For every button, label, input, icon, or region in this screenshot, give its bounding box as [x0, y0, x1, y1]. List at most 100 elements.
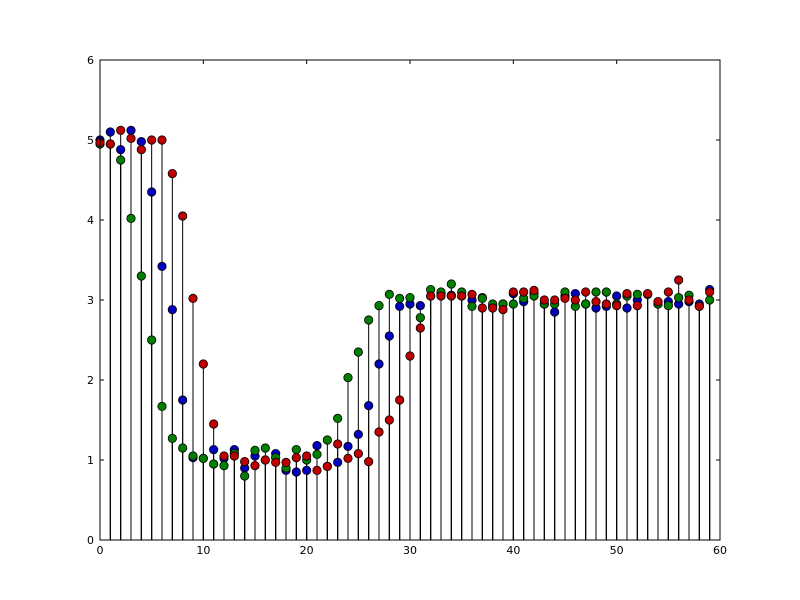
data-point: [612, 291, 622, 301]
data-point: [167, 169, 177, 179]
data-point: [415, 312, 425, 323]
data-point: [705, 295, 715, 305]
data-point: [147, 135, 157, 145]
data-point: [529, 285, 539, 295]
data-point: [240, 456, 250, 467]
data-point: [405, 292, 415, 303]
data-point: [364, 400, 374, 411]
data-point: [632, 300, 642, 311]
data-point: [436, 291, 446, 301]
data-point: [178, 443, 188, 453]
data-point: [591, 287, 601, 297]
data-point: [395, 293, 405, 303]
data-point: [446, 279, 456, 289]
data-point: [601, 287, 611, 297]
data-point: [663, 300, 673, 311]
x-tick-label: 40: [506, 544, 520, 557]
data-point: [508, 299, 518, 309]
data-point: [353, 448, 363, 459]
data-point: [302, 465, 312, 475]
data-point: [364, 315, 374, 325]
data-point: [291, 444, 301, 455]
data-point: [136, 137, 146, 147]
data-point: [116, 125, 126, 135]
data-point: [333, 439, 343, 449]
data-point: [612, 300, 622, 311]
data-point: [209, 419, 219, 429]
y-tick-label: 3: [87, 294, 94, 307]
data-point: [240, 471, 250, 481]
data-point: [147, 335, 157, 345]
data-point: [405, 351, 415, 361]
data-point: [374, 300, 384, 311]
data-point: [136, 145, 146, 155]
data-point: [126, 133, 136, 143]
data-point: [560, 293, 570, 303]
data-point: [198, 453, 208, 463]
data-point: [415, 300, 425, 311]
data-point: [415, 323, 425, 333]
data-point: [312, 465, 322, 475]
data-point: [384, 415, 394, 425]
data-point: [312, 449, 322, 459]
data-point: [343, 441, 353, 451]
data-point: [395, 395, 405, 405]
data-point: [477, 303, 487, 313]
data-point: [322, 461, 332, 471]
data-point: [136, 271, 146, 281]
data-point: [322, 435, 332, 445]
data-point: [457, 291, 467, 301]
data-point: [601, 299, 611, 309]
data-point: [219, 451, 229, 461]
data-point: [581, 299, 591, 309]
data-point: [188, 293, 198, 303]
data-point: [374, 427, 384, 437]
data-point: [519, 287, 529, 297]
data-point: [302, 451, 312, 461]
data-point: [550, 307, 560, 317]
x-axis-tick-labels: 0 10 20 30 40 50 60: [97, 544, 728, 557]
data-point: [622, 303, 632, 313]
data-point: [395, 301, 405, 311]
data-point: [426, 291, 436, 301]
data-point: [674, 275, 684, 285]
data-point: [663, 287, 673, 297]
y-tick-label: 4: [87, 214, 94, 227]
data-point: [705, 287, 715, 297]
data-point: [581, 287, 591, 297]
data-point: [157, 261, 167, 271]
data-point: [570, 295, 580, 305]
data-point: [353, 347, 363, 357]
y-tick-label: 1: [87, 454, 94, 467]
data-point: [167, 304, 177, 315]
data-point: [550, 295, 560, 305]
data-point: [384, 289, 394, 299]
y-axis-tick-labels: 0 1 2 3 4 5 6: [87, 54, 94, 547]
data-point: [126, 213, 136, 223]
x-tick-label: 20: [300, 544, 314, 557]
data-point: [250, 445, 260, 455]
data-point: [178, 211, 188, 221]
data-point: [343, 372, 353, 383]
x-tick-label: 50: [610, 544, 624, 557]
data-point: [250, 460, 260, 471]
data-point: [167, 433, 177, 443]
data-point: [343, 453, 353, 463]
data-point: [694, 301, 704, 311]
data-point: [539, 295, 549, 305]
data-point: [209, 444, 219, 455]
data-point: [219, 460, 229, 471]
data-point: [643, 288, 653, 299]
data-point: [446, 291, 456, 301]
x-tick-label: 0: [97, 544, 104, 557]
data-point: [291, 452, 301, 463]
data-point: [229, 451, 239, 461]
data-point: [674, 292, 684, 303]
data-point: [333, 413, 343, 423]
data-point: [333, 457, 343, 467]
data-point: [260, 455, 270, 465]
data-point: [178, 395, 188, 405]
y-tick-label: 0: [87, 534, 94, 547]
data-point: [467, 301, 477, 311]
